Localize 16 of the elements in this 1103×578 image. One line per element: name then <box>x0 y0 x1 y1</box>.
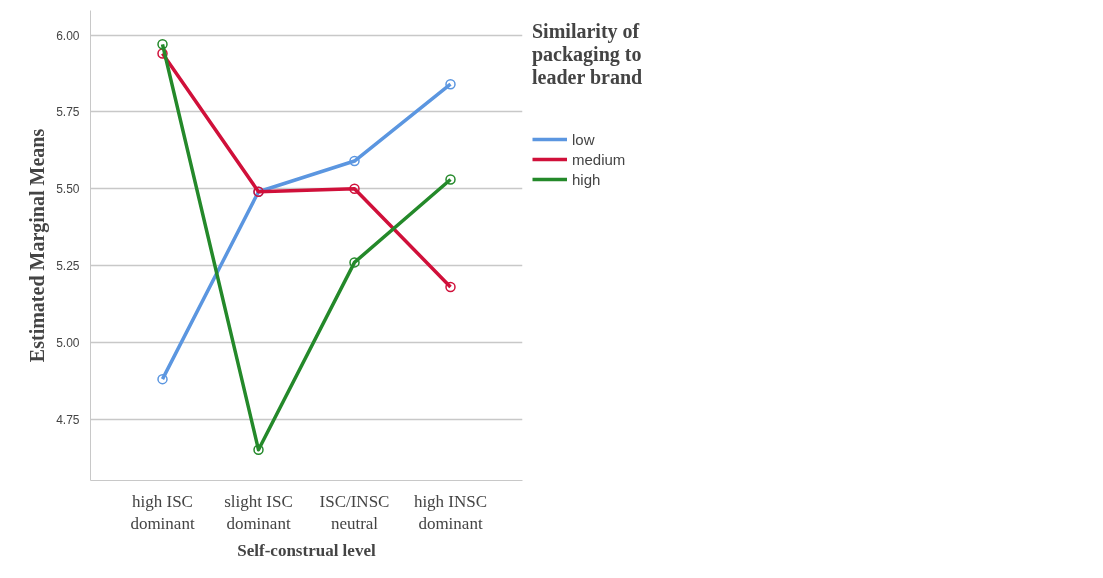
x-tick-label: slight ISC dominant <box>224 491 293 534</box>
y-tick-label: 5.75 <box>56 105 80 120</box>
y-tick-label: 5.50 <box>56 182 80 197</box>
y-tick-label: 6.00 <box>56 28 80 43</box>
x-tick-label: high INSC dominant <box>413 491 488 534</box>
legend-title: Similarity of packaging to leader brand <box>532 20 643 89</box>
y-axis-title: Estimated Marginal Means <box>26 128 50 363</box>
legend-label: medium <box>572 150 626 168</box>
legend-label: high <box>572 170 601 188</box>
legend-label: low <box>572 130 595 148</box>
y-tick-label: 5.00 <box>56 335 80 350</box>
y-tick-label: 5.25 <box>56 258 80 273</box>
x-axis-title: Self-construal level <box>237 541 376 561</box>
y-tick-label: 4.75 <box>56 412 80 427</box>
x-tick-label: high ISC dominant <box>130 491 195 534</box>
x-tick-label: ISC/INSC neutral <box>319 491 390 534</box>
